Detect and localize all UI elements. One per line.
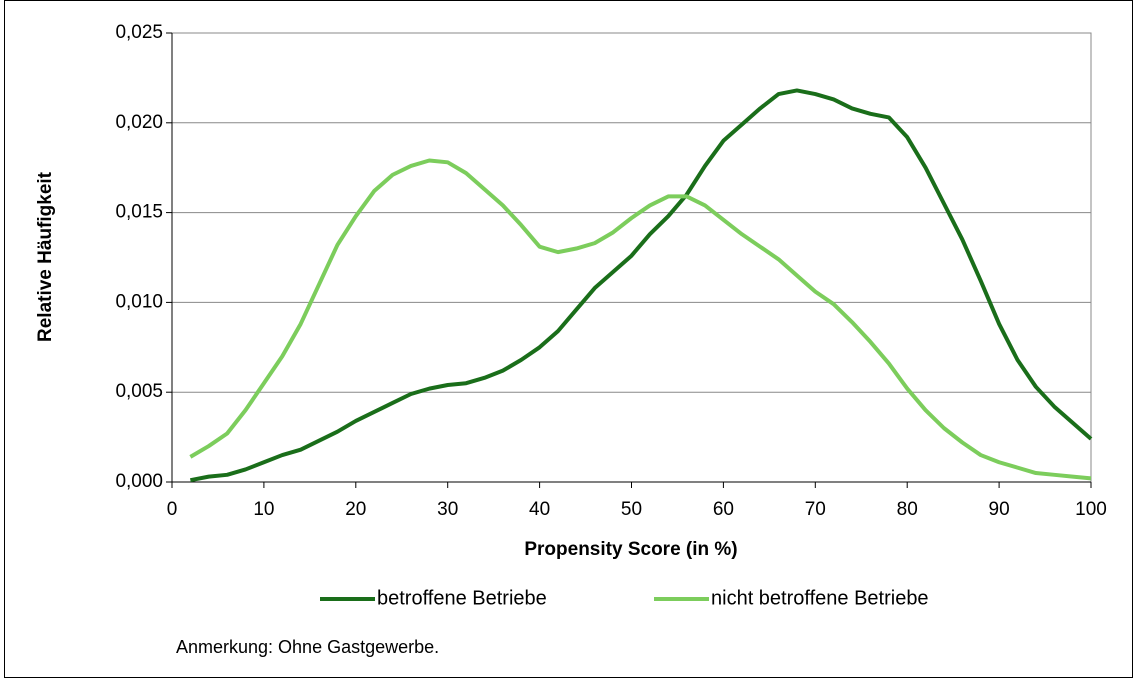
legend-label: nicht betroffene Betriebe — [711, 587, 929, 609]
series-line — [189, 88, 1093, 483]
frame — [4, 0, 1133, 678]
x-tick-label: 10 — [253, 499, 274, 520]
x-tick-label: 100 — [1075, 499, 1107, 520]
legend-label: betroffene Betriebe — [377, 587, 547, 609]
y-tick-label: 0,005 — [115, 381, 163, 402]
x-tick-label: 60 — [713, 499, 734, 520]
x-tick-label: 0 — [167, 499, 178, 520]
y-tick-label: 0,025 — [115, 22, 163, 43]
y-tick-label: 0,020 — [115, 112, 163, 133]
x-axis-label: Propensity Score (in %) — [524, 539, 737, 560]
y-tick-label: 0,000 — [115, 471, 163, 492]
x-tick-label: 70 — [805, 499, 826, 520]
y-axis-label: Relative Häufigkeit — [35, 171, 56, 342]
y-tick-label: 0,015 — [115, 202, 163, 223]
x-tick-label: 40 — [529, 499, 550, 520]
x-tick-label: 20 — [345, 499, 366, 520]
x-tick-label: 30 — [437, 499, 458, 520]
x-tick-label: 50 — [621, 499, 642, 520]
series-line — [189, 158, 1092, 481]
y-tick-label: 0,010 — [115, 291, 163, 312]
annotation: Anmerkung: Ohne Gastgewerbe. — [176, 637, 439, 657]
x-tick-label: 80 — [897, 499, 918, 520]
x-tick-label: 90 — [989, 499, 1010, 520]
